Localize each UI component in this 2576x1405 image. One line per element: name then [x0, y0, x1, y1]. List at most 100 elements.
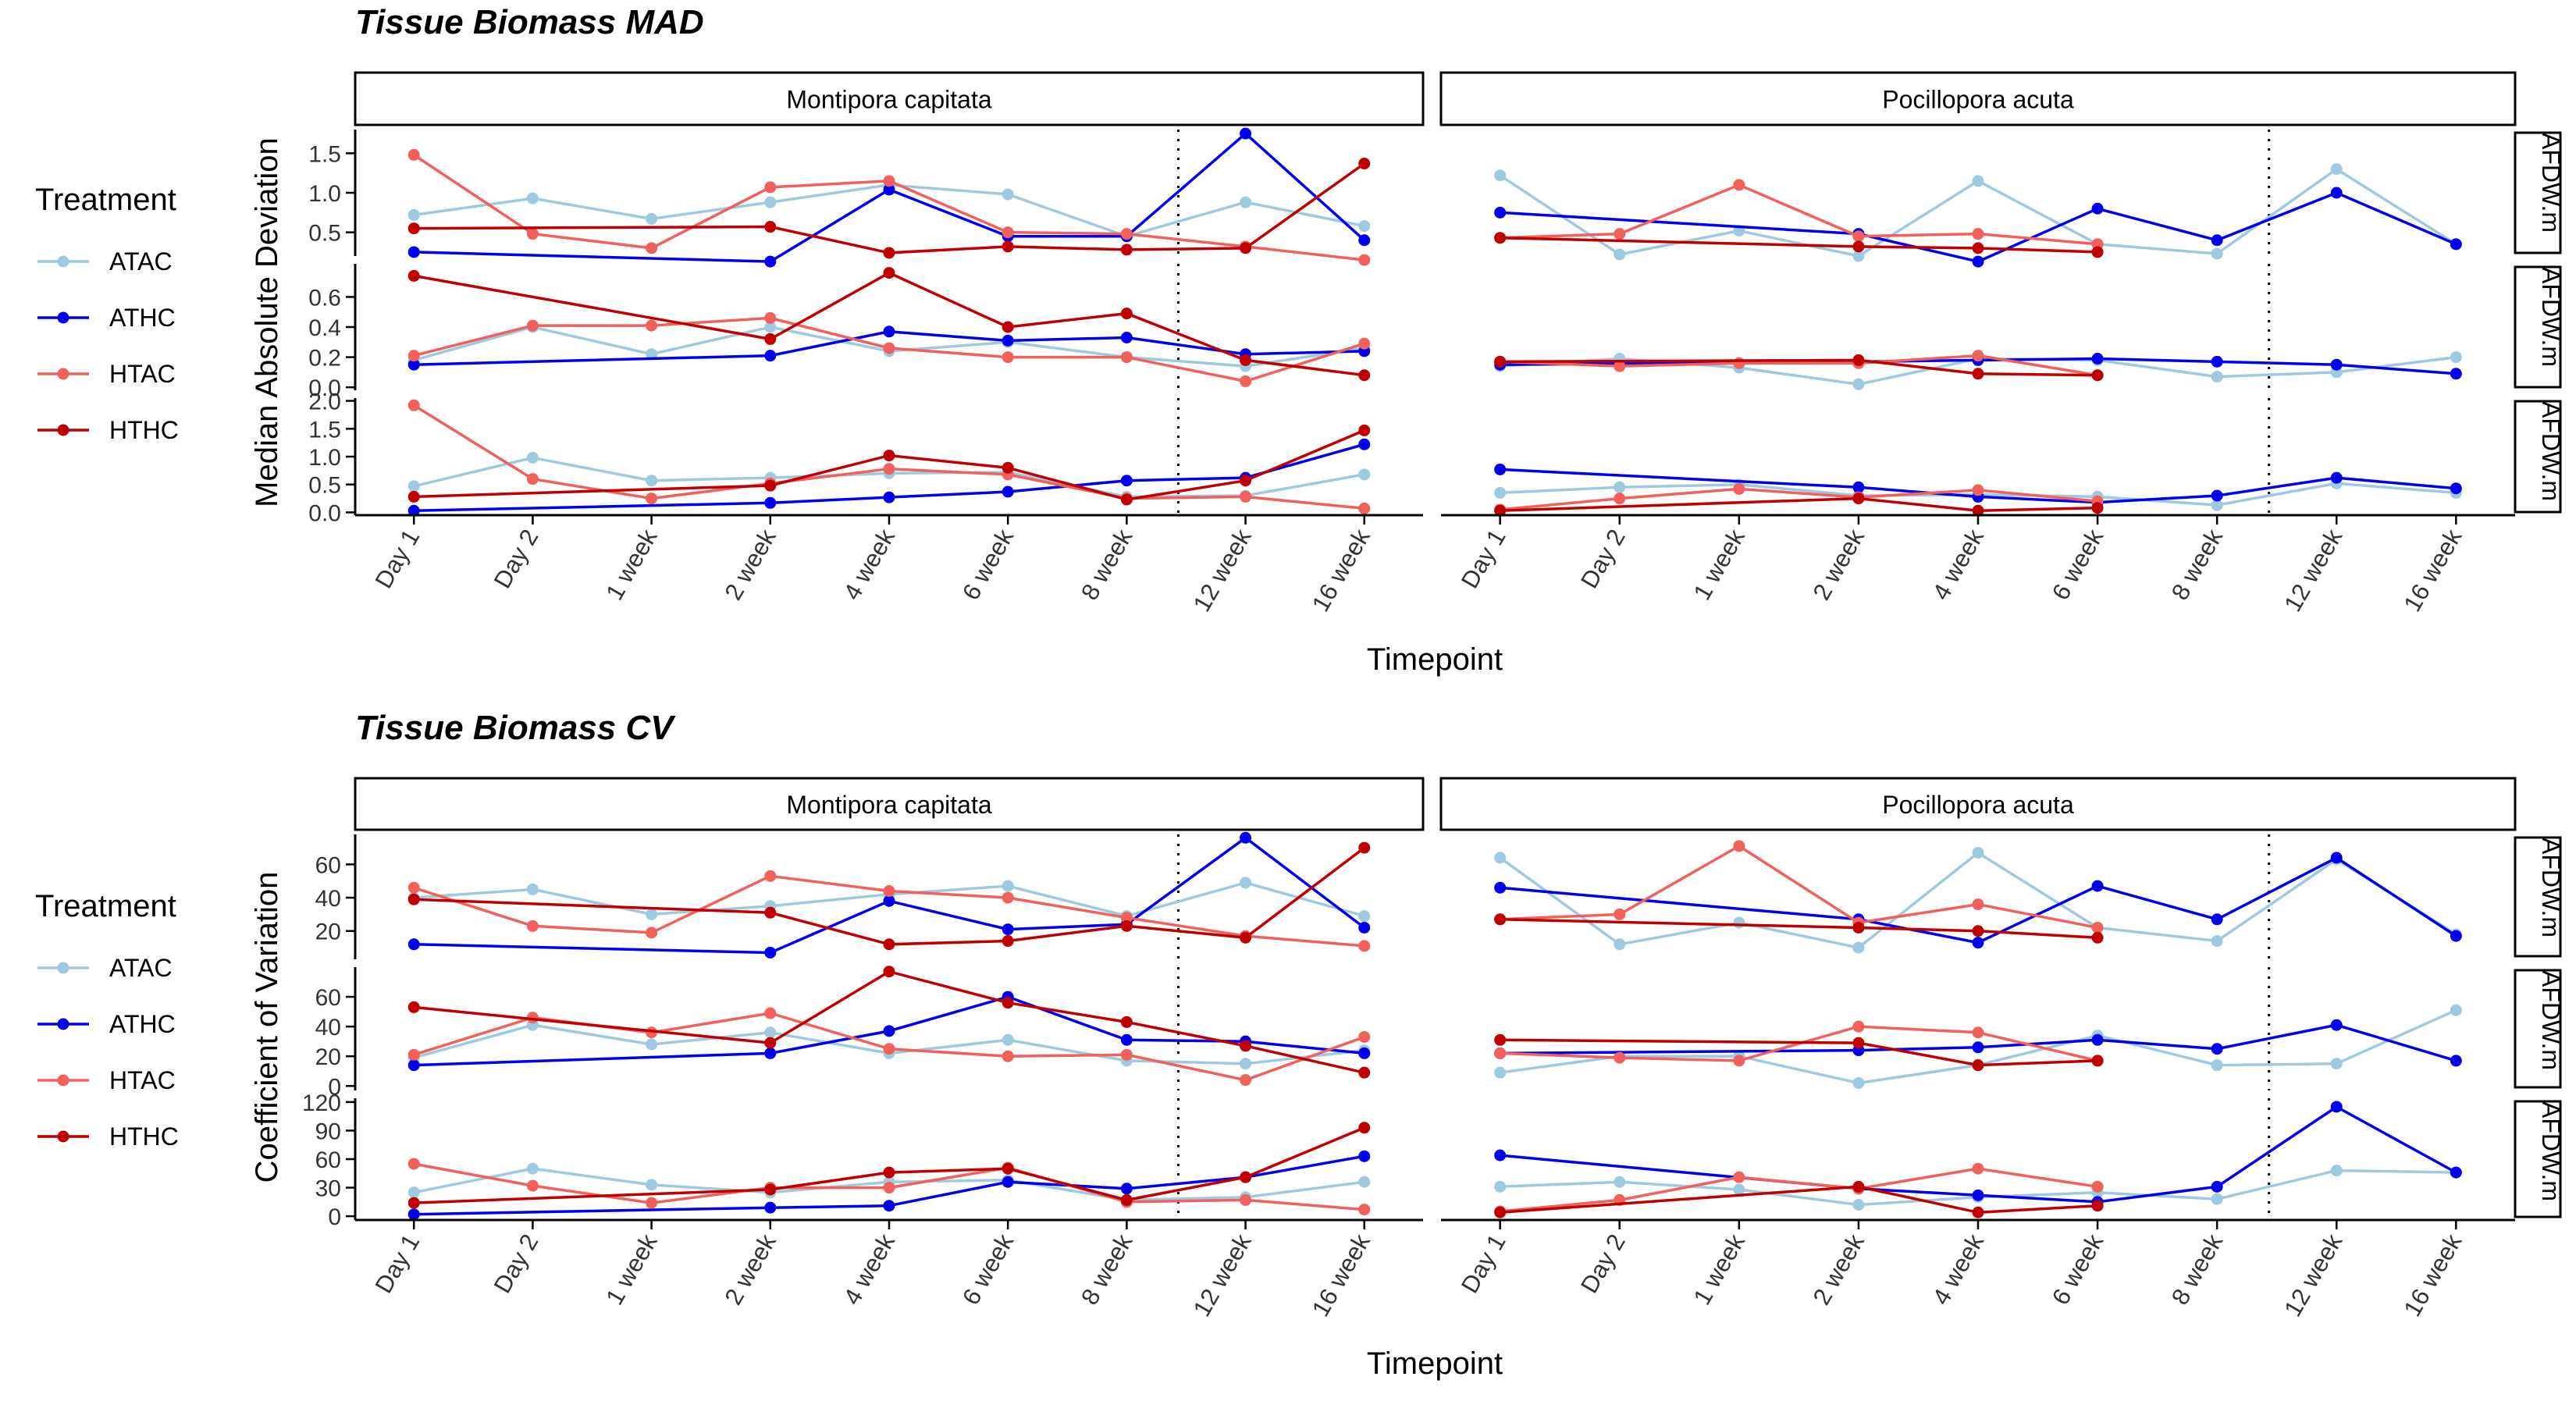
y-axis-title: Median Absolute Deviation [250, 137, 284, 507]
y-tick-label: 120 [302, 1090, 341, 1116]
data-point-HTHC [883, 1166, 895, 1179]
x-tick-label: Day 2 [489, 1229, 544, 1298]
facet-strip [1439, 777, 2517, 831]
x-tick-label: 2 week [719, 525, 781, 605]
data-point-HTAC [646, 242, 658, 254]
y-tick-label: 0.5 [308, 473, 341, 499]
legend-label: ATAC [109, 247, 173, 276]
data-point-ATHC [2211, 913, 2223, 926]
data-point-ATHC [1358, 1047, 1371, 1059]
data-point-HTAC [1614, 228, 1626, 240]
x-tick-label: 2 week [1808, 1229, 1870, 1310]
data-point-ATHC [407, 246, 420, 258]
data-point-HTHC [1358, 424, 1371, 436]
data-point-HTAC [526, 1179, 539, 1192]
data-point-HTAC [407, 399, 420, 411]
data-point-HTAC [1120, 912, 1133, 924]
data-point-ATHC [764, 496, 777, 509]
legend-point-HTAC [57, 1074, 69, 1087]
data-point-HTHC [764, 221, 777, 233]
x-tick-label: Day 2 [1575, 525, 1631, 593]
data-point-ATHC [883, 1200, 895, 1212]
data-point-ATAC [1240, 196, 1252, 208]
data-point-HTHC [1120, 244, 1133, 256]
data-point-ATHC [1972, 1189, 1984, 1201]
data-point-ATHC [1002, 334, 1014, 347]
data-point-HTAC [1494, 1047, 1507, 1059]
data-point-ATAC [1002, 1033, 1014, 1046]
x-tick-label: 8 week [1076, 525, 1138, 605]
data-point-HTHC [1358, 369, 1371, 382]
data-point-ATAC [1002, 880, 1014, 892]
y-tick-label: 1.0 [308, 181, 341, 207]
data-point-HTHC [1002, 935, 1014, 948]
x-tick-label: 16 week [1307, 525, 1375, 617]
row-strip-label: AFDW.m [2537, 970, 2565, 1070]
data-point-ATHC [407, 1208, 420, 1221]
series-line-HTAC [1500, 354, 2098, 377]
data-point-HTHC [1972, 1206, 1984, 1218]
y-tick-label: 40 [315, 1015, 341, 1040]
x-tick-label: 1 week [1688, 525, 1750, 605]
data-point-HTHC [2091, 246, 2104, 258]
data-point-HTAC [1733, 179, 1745, 191]
data-point-ATHC [407, 358, 420, 371]
x-tick-label: 1 week [600, 525, 663, 605]
row-strip [2514, 265, 2562, 389]
data-point-ATAC [1614, 938, 1626, 951]
data-point-HTHC [1494, 1033, 1507, 1046]
row-strip [2514, 131, 2562, 254]
data-point-ATAC [1852, 941, 1865, 954]
data-point-ATHC [883, 491, 895, 503]
row-strip [2514, 836, 2562, 958]
data-point-HTHC [764, 906, 777, 919]
data-point-HTHC [1494, 913, 1507, 926]
x-tick-label: 4 week [1927, 525, 1990, 605]
data-point-ATAC [1358, 468, 1371, 481]
y-tick-label: 20 [315, 1044, 341, 1070]
data-point-HTHC [1972, 242, 1984, 254]
legend-label: ATAC [109, 954, 173, 982]
data-point-HTAC [1240, 1193, 1252, 1206]
x-tick-label: 8 week [1076, 1229, 1138, 1310]
data-point-HTHC [407, 893, 420, 905]
legend-label: HTAC [109, 360, 176, 388]
facet-strip-label: Pocillopora acuta [1882, 86, 2074, 114]
y-tick-label: 0.5 [308, 221, 341, 247]
data-point-HTHC [1972, 504, 1984, 517]
data-point-HTHC [1852, 1180, 1865, 1193]
data-point-ATAC [1852, 1199, 1865, 1211]
y-tick-label: 0.2 [308, 346, 341, 372]
data-point-ATHC [2211, 1180, 2223, 1193]
data-point-HTAC [883, 885, 895, 898]
data-point-ATAC [646, 212, 658, 225]
data-point-HTHC [2091, 369, 2104, 382]
data-point-HTAC [646, 927, 658, 939]
data-point-ATAC [1240, 877, 1252, 889]
x-tick-label: 6 week [2047, 525, 2109, 605]
data-point-HTHC [1240, 1171, 1252, 1183]
data-point-ATAC [764, 1026, 777, 1039]
row-strip-label: AFDW.m [2537, 133, 2565, 233]
data-point-HTHC [1240, 931, 1252, 944]
data-point-ATAC [1240, 1058, 1252, 1070]
data-point-ATHC [1002, 923, 1014, 936]
x-tick-label: Day 1 [1456, 525, 1511, 593]
data-point-ATHC [2091, 880, 2104, 892]
facet-strip [1439, 71, 2517, 126]
data-point-ATAC [407, 208, 420, 221]
data-point-HTHC [1358, 158, 1371, 170]
y-tick-label: 1.0 [308, 445, 341, 471]
data-point-HTAC [764, 181, 777, 194]
y-tick-label: 40 [315, 886, 341, 912]
data-point-HTAC [1358, 254, 1371, 266]
data-point-HTAC [407, 1048, 420, 1061]
x-tick-label: Day 2 [1575, 1229, 1631, 1298]
data-point-ATHC [1494, 463, 1507, 475]
data-point-ATHC [2450, 1166, 2462, 1179]
facet-strip [354, 71, 1425, 126]
data-point-ATHC [1240, 127, 1252, 140]
data-point-ATHC [764, 946, 777, 959]
data-point-ATHC [2330, 1101, 2343, 1113]
